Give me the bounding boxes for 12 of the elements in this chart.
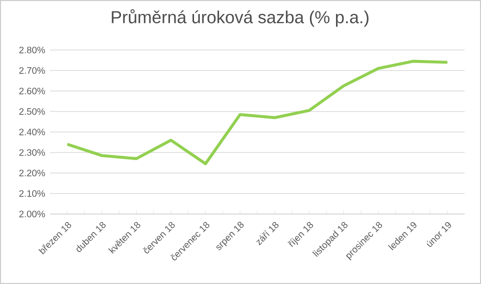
y-tick-label: 2.40% bbox=[19, 128, 45, 136]
x-tick-label: říjen 18 bbox=[287, 222, 314, 248]
y-tick-label: 2.00% bbox=[19, 210, 45, 218]
line-series bbox=[66, 60, 449, 166]
y-tick-label: 2.70% bbox=[19, 67, 45, 74]
y-tick-label: 2.60% bbox=[19, 88, 45, 94]
y-tick-label: 2.30% bbox=[19, 149, 45, 156]
y-tick-label: 2.10% bbox=[19, 190, 45, 197]
y-tick-label: 2.50% bbox=[19, 108, 45, 115]
chart-title: Průměrná úroková sazba (% p.a.) bbox=[112, 9, 368, 27]
y-tick-label: 2.80% bbox=[19, 46, 45, 54]
y-tick-label: 2.20% bbox=[19, 170, 45, 176]
